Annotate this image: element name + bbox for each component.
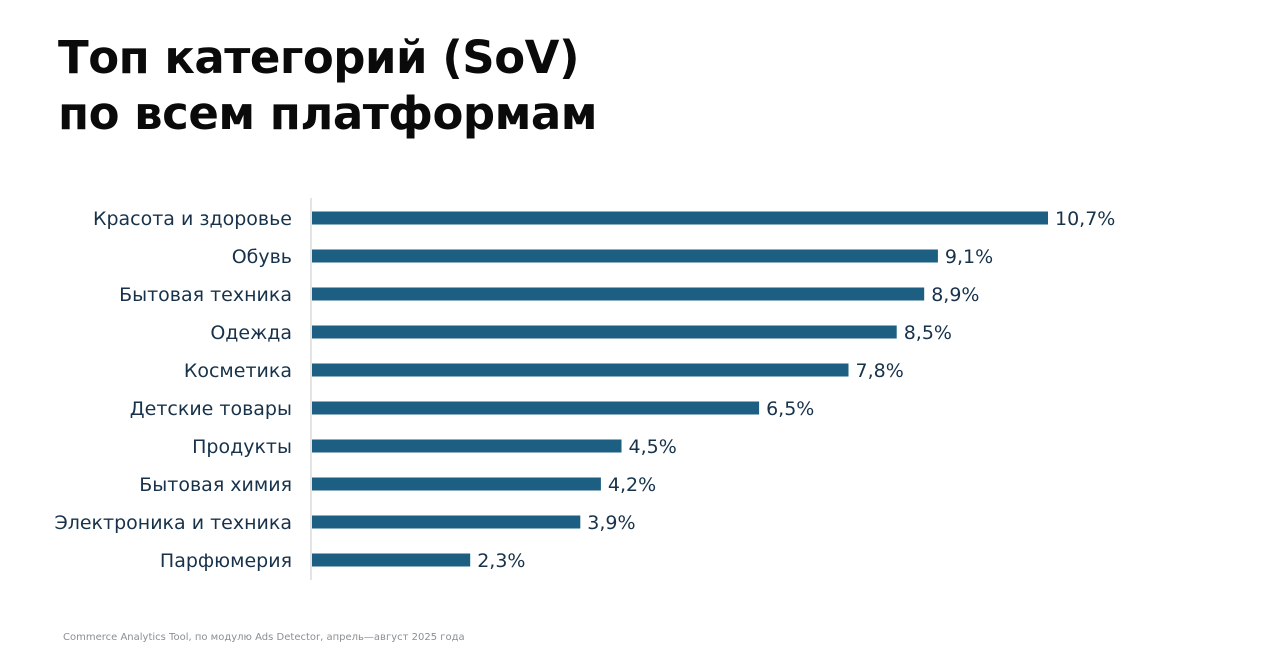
value-label: 6,5% bbox=[766, 398, 814, 420]
category-label: Бытовая техника bbox=[119, 284, 292, 306]
category-label: Одежда bbox=[210, 322, 292, 344]
value-label: 8,9% bbox=[931, 284, 979, 306]
bar bbox=[312, 211, 1048, 225]
value-label: 9,1% bbox=[945, 246, 993, 268]
bar bbox=[312, 553, 471, 567]
category-label: Бытовая химия bbox=[139, 474, 292, 496]
value-label: 10,7% bbox=[1055, 208, 1115, 230]
bar bbox=[312, 287, 925, 301]
category-label: Обувь bbox=[232, 246, 292, 268]
bar bbox=[312, 515, 581, 529]
bar bbox=[312, 249, 938, 263]
category-label: Парфюмерия bbox=[160, 550, 292, 572]
category-label: Продукты bbox=[192, 436, 292, 458]
page-title: Топ категорий (SoV) по всем платформам bbox=[58, 30, 598, 142]
bar bbox=[312, 363, 849, 377]
page-title-line-2: по всем платформам bbox=[58, 87, 598, 140]
value-label: 4,5% bbox=[629, 436, 677, 458]
category-label: Детские товары bbox=[130, 398, 292, 420]
value-label: 7,8% bbox=[856, 360, 904, 382]
value-label: 3,9% bbox=[587, 512, 635, 534]
value-label: 2,3% bbox=[477, 550, 525, 572]
category-label: Косметика bbox=[184, 360, 292, 382]
bar bbox=[312, 325, 897, 339]
value-label: 8,5% bbox=[904, 322, 952, 344]
bar bbox=[312, 401, 760, 415]
bar bbox=[312, 477, 601, 491]
category-label: Электроника и техника bbox=[54, 512, 292, 534]
page-title-line-1: Топ категорий (SoV) bbox=[58, 31, 580, 84]
source-note: Commerce Analytics Tool, по модулю Ads D… bbox=[63, 632, 465, 643]
value-label: 4,2% bbox=[608, 474, 656, 496]
category-label: Красота и здоровье bbox=[93, 208, 292, 230]
bar bbox=[312, 439, 622, 453]
